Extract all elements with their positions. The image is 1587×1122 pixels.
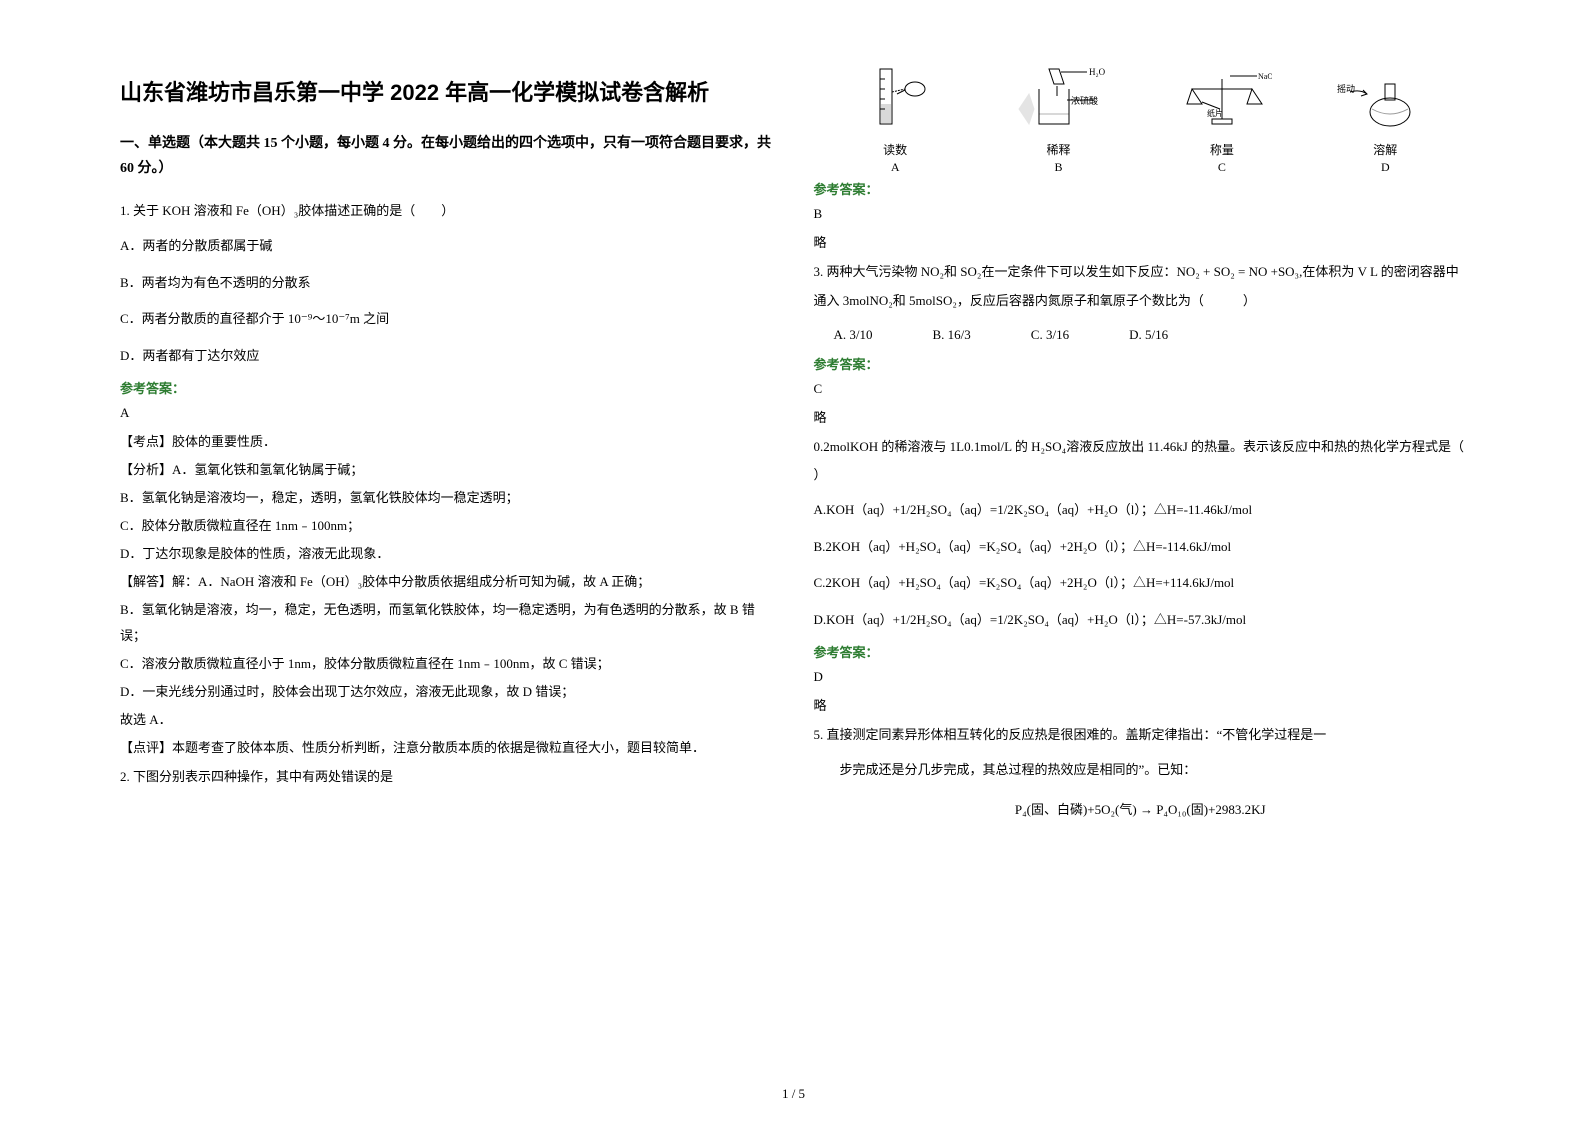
q1-explanation: 【考点】胶体的重要性质． 【分析】A．氢氧化铁和氢氧化钠属于碱； B．氢氧化钠是… — [120, 429, 774, 761]
q1-stem: 1. 关于 KOH 溶液和 Fe（OH）₃胶体描述正确的是（ ） — [120, 197, 774, 226]
q4-option-d: D.KOH（aq）+1/2H₂SO₄（aq）=1/2K₂SO₄（aq）+H₂O（… — [814, 606, 1468, 635]
diagram-d-label1: 摇动 — [1337, 83, 1355, 94]
left-column: 山东省潍坊市昌乐第一中学 2022 年高一化学模拟试卷含解析 一、单选题（本大题… — [100, 75, 794, 1082]
main-title: 山东省潍坊市昌乐第一中学 2022 年高一化学模拟试卷含解析 — [120, 75, 774, 107]
q1-answer: A — [120, 405, 774, 421]
q4-option-a: A.KOH（aq）+1/2H₂SO₄（aq）=1/2K₂SO₄（aq）+H₂O（… — [814, 496, 1468, 525]
diagram-b-label2: 浓硫酸 — [1071, 95, 1098, 106]
balance-icon: NaOH 纸片 — [1172, 64, 1272, 139]
q1-option-b: B．两者均为有色不透明的分散系 — [120, 269, 774, 298]
q2-stem: 2. 下图分别表示四种操作，其中有两处错误的是 — [120, 763, 774, 792]
q1-answer-label: 参考答案： — [120, 378, 774, 397]
q1-exp4: C．胶体分散质微粒直径在 1nm﹣100nm； — [120, 513, 774, 539]
q1-exp8: C．溶液分散质微粒直径小于 1nm，胶体分散质微粒直径在 1nm﹣100nm，故… — [120, 651, 774, 677]
q2-answer-label: 参考答案： — [814, 179, 1468, 198]
section-header: 一、单选题（本大题共 15 个小题，每小题 4 分。在每小题给出的四个选项中，只… — [120, 131, 774, 181]
q3-note: 略 — [814, 405, 1468, 431]
q2-note: 略 — [814, 230, 1468, 256]
diagram-c: NaOH 纸片 称量 C — [1172, 64, 1272, 175]
page-number: 1 / 5 — [782, 1086, 805, 1102]
diagram-b-label1: H₂O — [1089, 67, 1106, 77]
q4-answer-label: 参考答案： — [814, 642, 1468, 661]
q3-option-b: B. 16/3 — [933, 321, 971, 350]
diagram-d: 摇动 溶解 D — [1335, 64, 1435, 175]
right-column: 读数 A H₂O 浓硫酸 稀释 B — [794, 75, 1488, 1082]
q3-options: A. 3/10 B. 16/3 C. 3/16 D. 5/16 — [814, 321, 1468, 350]
q5-line2: 步完成还是分几步完成，其总过程的热效应是相同的”。已知： — [814, 756, 1468, 785]
q4-option-b: B.2KOH（aq）+H₂SO₄（aq）=K₂SO₄（aq）+2H₂O（l）；△… — [814, 533, 1468, 562]
beaker-dilute-icon: H₂O 浓硫酸 — [1009, 64, 1109, 139]
q1-exp10: 故选 A． — [120, 707, 774, 733]
q1-exp6: 【解答】解：A．NaOH 溶液和 Fe（OH）₃胶体中分散质依据组成分析可知为碱… — [120, 569, 774, 595]
diagram-c-label2: 纸片 — [1207, 108, 1223, 118]
diagram-a-cap1: 读数 — [883, 141, 907, 158]
q5-line1: 5. 直接测定同素异形体相互转化的反应热是很困难的。盖斯定律指出：“不管化学过程… — [814, 721, 1468, 750]
q3-stem: 3. 两种大气污染物 NO₂和 SO₂在一定条件下可以发生如下反应：NO₂ + … — [814, 258, 1468, 315]
flask-shake-icon: 摇动 — [1335, 64, 1435, 139]
q1-option-a: A．两者的分散质都属于碱 — [120, 232, 774, 261]
q4-option-c: C.2KOH（aq）+H₂SO₄（aq）=K₂SO₄（aq）+2H₂O（l）；△… — [814, 569, 1468, 598]
diagram-b: H₂O 浓硫酸 稀释 B — [1009, 64, 1109, 175]
q3-option-d: D. 5/16 — [1129, 321, 1168, 350]
q4-stem: 0.2molKOH 的稀溶液与 1L0.1mol/L 的 H₂SO₄溶液反应放出… — [814, 433, 1468, 490]
diagram-a: 读数 A — [845, 64, 945, 175]
diagram-d-cap2: D — [1381, 160, 1390, 175]
q3-option-c: C. 3/16 — [1031, 321, 1069, 350]
diagram-c-label1: NaOH — [1258, 72, 1272, 81]
q1-exp1: 【考点】胶体的重要性质． — [120, 429, 774, 455]
q1-exp3: B．氢氧化钠是溶液均一，稳定，透明，氢氧化铁胶体均一稳定透明； — [120, 485, 774, 511]
diagram-c-cap2: C — [1218, 160, 1226, 175]
diagram-b-cap1: 稀释 — [1047, 141, 1071, 158]
q4-answer: D — [814, 669, 1468, 685]
q1-exp7: B．氢氧化钠是溶液，均一，稳定，无色透明，而氢氧化铁胶体，均一稳定透明，为有色透… — [120, 597, 774, 649]
diagram-b-cap2: B — [1055, 160, 1063, 175]
q1-option-c: C．两者分散质的直径都介于 10⁻⁹～10⁻⁷m 之间 — [120, 305, 774, 334]
q5-equation: P₄(固、白磷)+5O₂(气) → P₄O₁₀(固)+2983.2KJ — [814, 799, 1468, 818]
q3-answer: C — [814, 381, 1468, 397]
diagram-a-cap2: A — [891, 160, 900, 175]
q2-answer: B — [814, 206, 1468, 222]
q2-diagrams: 读数 A H₂O 浓硫酸 稀释 B — [814, 75, 1468, 175]
diagram-c-cap1: 称量 — [1210, 141, 1234, 158]
q1-exp5: D．丁达尔现象是胶体的性质，溶液无此现象． — [120, 541, 774, 567]
burette-icon — [845, 64, 945, 139]
q1-option-d: D．两者都有丁达尔效应 — [120, 342, 774, 371]
q4-note: 略 — [814, 693, 1468, 719]
q3-answer-label: 参考答案： — [814, 354, 1468, 373]
q1-exp9: D．一束光线分别通过时，胶体会出现丁达尔效应，溶液无此现象，故 D 错误； — [120, 679, 774, 705]
q1-exp2: 【分析】A．氢氧化铁和氢氧化钠属于碱； — [120, 457, 774, 483]
diagram-d-cap1: 溶解 — [1373, 141, 1397, 158]
q1-exp11: 【点评】本题考查了胶体本质、性质分析判断，注意分散质本质的依据是微粒直径大小，题… — [120, 735, 774, 761]
q3-option-a: A. 3/10 — [834, 321, 873, 350]
